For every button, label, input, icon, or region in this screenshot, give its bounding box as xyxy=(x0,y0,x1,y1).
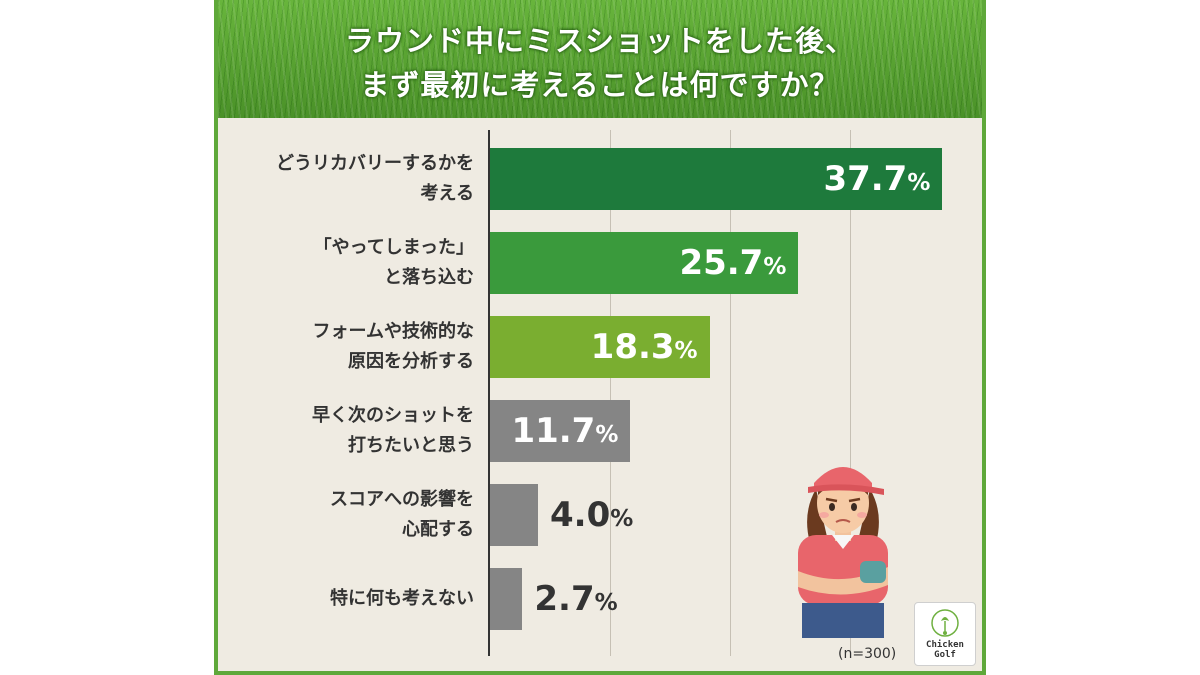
category-label: 早く次のショットを打ちたいと思う xyxy=(312,401,474,461)
value-unit: % xyxy=(594,590,618,616)
bar xyxy=(490,316,710,378)
chart-header: ラウンド中にミスショットをした後、 まず最初に考えることは何ですか？ xyxy=(218,0,982,118)
bar-chart: Chicken Golf (n=300) どうリカバリーするかを考える 37.7%… xyxy=(218,118,982,671)
value-label: 4.0% xyxy=(550,484,633,550)
bar xyxy=(490,484,538,546)
gridline-10 xyxy=(610,130,611,656)
category-label: スコアへの影響を心配する xyxy=(330,485,474,545)
category-label: フォームや技術的な原因を分析する xyxy=(313,317,474,377)
category-label-line: 考える xyxy=(420,183,474,204)
value-unit: % xyxy=(674,338,698,364)
category-axis xyxy=(488,130,490,656)
bar xyxy=(490,400,631,462)
category-label-line: と落ち込む xyxy=(384,267,474,288)
logo-word-2: Golf xyxy=(934,650,956,660)
category-label-line: 打ちたいと思う xyxy=(348,435,474,456)
value-label: 18.3% xyxy=(490,316,698,382)
chicken-golf-emblem-icon xyxy=(931,609,959,637)
value-unit: % xyxy=(610,506,634,532)
logo-word-1: Chicken xyxy=(926,640,964,650)
value-number: 4.0 xyxy=(550,495,611,535)
value-label: 2.7% xyxy=(534,568,617,634)
category-label: 特に何も考えない xyxy=(330,584,474,614)
value-unit: % xyxy=(907,170,931,196)
value-unit: % xyxy=(595,422,619,448)
category-label-line: スコアへの影響を xyxy=(330,489,474,510)
chicken-golf-logo: Chicken Golf xyxy=(914,602,976,666)
gridline-20 xyxy=(730,130,731,656)
category-label-line: 心配する xyxy=(402,519,474,540)
gridline-30 xyxy=(850,130,851,656)
chart-card: ラウンド中にミスショットをした後、 まず最初に考えることは何ですか？ xyxy=(214,0,986,675)
value-number: 18.3 xyxy=(590,327,675,367)
value-label: 25.7% xyxy=(490,232,786,298)
category-label-line: 早く次のショットを xyxy=(312,405,474,426)
bar xyxy=(490,148,943,210)
value-number: 11.7 xyxy=(511,411,596,451)
value-number: 37.7 xyxy=(823,159,908,199)
category-label: 「やってしまった」と落ち込む xyxy=(314,233,474,293)
value-number: 25.7 xyxy=(679,243,764,283)
bar xyxy=(490,568,523,630)
value-unit: % xyxy=(763,254,787,280)
sample-size-note: (n=300) xyxy=(838,646,897,662)
category-label-line: 「やってしまった」 xyxy=(313,237,474,258)
category-label-line: 原因を分析する xyxy=(348,351,474,372)
category-label: どうリカバリーするかを考える xyxy=(276,149,474,209)
worried-golfer-illustration xyxy=(798,467,888,638)
chart-title-line-1: ラウンド中にミスショットをした後、 xyxy=(344,24,855,58)
category-label-line: 特に何も考えない xyxy=(330,588,474,609)
value-label: 11.7% xyxy=(490,400,618,466)
value-label: 37.7% xyxy=(490,148,930,214)
bar xyxy=(490,232,799,294)
logo-wordmark: Chicken Golf xyxy=(915,640,975,660)
category-label-line: どうリカバリーするかを xyxy=(276,153,474,174)
chart-title-line-2: まず最初に考えることは何ですか？ xyxy=(360,68,840,102)
category-label-line: フォームや技術的な xyxy=(312,321,474,342)
value-number: 2.7 xyxy=(534,579,595,619)
